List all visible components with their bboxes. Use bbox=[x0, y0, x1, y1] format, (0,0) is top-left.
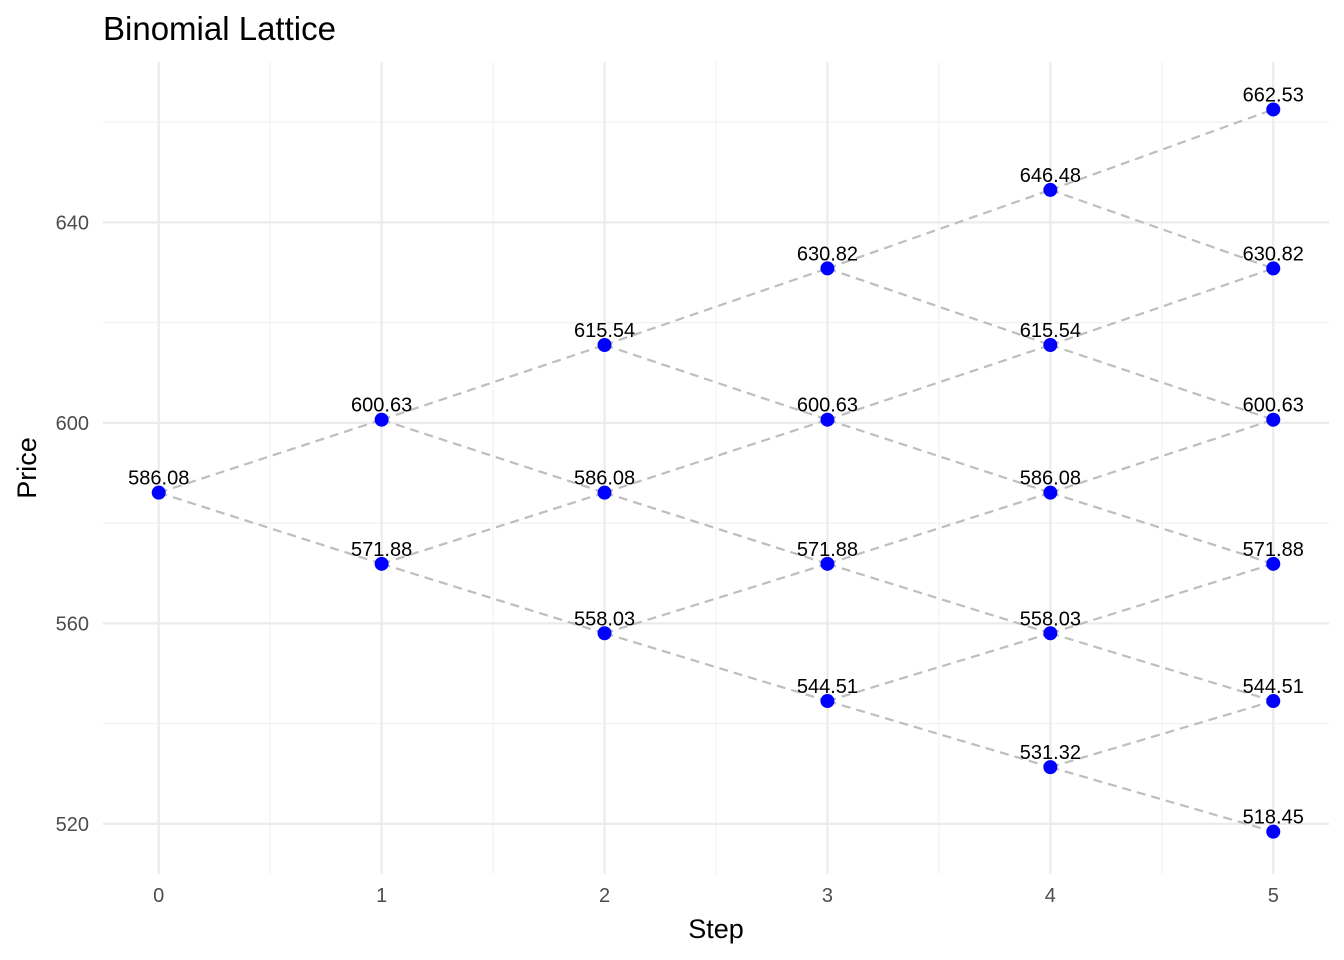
lattice-edge bbox=[827, 562, 1051, 635]
lattice-node-point bbox=[1266, 412, 1281, 427]
lattice-edge bbox=[1050, 491, 1274, 565]
lattice-edge bbox=[158, 418, 382, 494]
node-value-label: 600.63 bbox=[1243, 395, 1304, 417]
lattice-edge bbox=[1050, 418, 1274, 494]
lattice-node-point bbox=[597, 337, 612, 352]
node-value-label: 630.82 bbox=[1243, 243, 1304, 265]
grid bbox=[103, 62, 1329, 874]
node-value-label: 531.32 bbox=[1020, 742, 1081, 764]
lattice-node-point bbox=[820, 694, 835, 709]
lattice-node-point bbox=[1043, 337, 1058, 352]
x-tick-label: 0 bbox=[153, 885, 164, 907]
node-value-label: 630.82 bbox=[797, 243, 858, 265]
lattice-edge bbox=[1050, 766, 1274, 833]
lattice-node-point bbox=[374, 412, 389, 427]
lattice-edge bbox=[381, 343, 605, 421]
lattice-edge bbox=[1050, 562, 1274, 635]
lattice-edge bbox=[1050, 632, 1274, 703]
lattice-node-point bbox=[1266, 261, 1281, 276]
node-value-label: 662.53 bbox=[1243, 84, 1304, 106]
chart-title: Binomial Lattice bbox=[103, 10, 336, 47]
node-value-label: 518.45 bbox=[1243, 807, 1304, 829]
lattice-node-point bbox=[1266, 102, 1281, 117]
lattice-edge bbox=[827, 418, 1051, 494]
lattice-edge bbox=[827, 188, 1051, 270]
y-tick-label: 640 bbox=[56, 212, 89, 234]
lattice-edge bbox=[1049, 188, 1274, 270]
lattice-node-point bbox=[1266, 694, 1281, 709]
lattice-node-point bbox=[151, 485, 166, 500]
lattice-edge bbox=[1050, 267, 1274, 347]
lattice-edge bbox=[1050, 343, 1274, 421]
x-axis-ticks: 0 1 2 3 4 5 bbox=[153, 885, 1279, 907]
data-labels: 586.08 600.63 571.88 615.54 586.08 558.03 630.… bbox=[128, 84, 1304, 828]
lattice-edge bbox=[158, 491, 382, 565]
x-tick-label: 3 bbox=[822, 885, 833, 907]
y-axis-title: Price bbox=[12, 437, 42, 499]
node-value-label: 571.88 bbox=[797, 539, 858, 561]
lattice-node-point bbox=[820, 412, 835, 427]
y-tick-label: 520 bbox=[56, 814, 89, 836]
node-value-label: 586.08 bbox=[1020, 468, 1081, 490]
y-axis-ticks: 520 560 600 640 bbox=[56, 212, 89, 835]
node-value-label: 615.54 bbox=[574, 320, 635, 342]
x-tick-label: 2 bbox=[599, 885, 610, 907]
node-value-label: 558.03 bbox=[1020, 608, 1081, 630]
lattice-node-point bbox=[1043, 182, 1058, 197]
x-tick-label: 1 bbox=[376, 885, 387, 907]
lattice-edge bbox=[604, 418, 828, 494]
node-value-label: 646.48 bbox=[1020, 165, 1081, 187]
node-value-label: 600.63 bbox=[797, 395, 858, 417]
lattice-edge bbox=[604, 562, 828, 635]
lattice-node-point bbox=[597, 626, 612, 641]
lattice-edge bbox=[381, 562, 605, 635]
node-value-label: 600.63 bbox=[351, 395, 412, 417]
lattice-edge bbox=[827, 343, 1051, 421]
lattice-node-point bbox=[1043, 626, 1058, 641]
lattice-edges bbox=[158, 108, 1274, 833]
lattice-node-point bbox=[1043, 485, 1058, 500]
lattice-edge bbox=[381, 491, 605, 565]
lattice-edge bbox=[1049, 108, 1274, 191]
lattice-node-point bbox=[1043, 760, 1058, 775]
node-value-label: 586.08 bbox=[128, 468, 189, 490]
lattice-node-point bbox=[597, 485, 612, 500]
lattice-edge bbox=[1050, 699, 1274, 769]
y-tick-label: 600 bbox=[56, 413, 89, 435]
lattice-node-point bbox=[820, 261, 835, 276]
x-axis-title: Step bbox=[688, 914, 744, 944]
lattice-points bbox=[151, 102, 1281, 839]
lattice-node-point bbox=[374, 556, 389, 571]
lattice-edge bbox=[604, 267, 828, 347]
lattice-edge bbox=[604, 491, 828, 565]
node-value-label: 571.88 bbox=[1243, 539, 1304, 561]
node-value-label: 586.08 bbox=[574, 468, 635, 490]
lattice-edge bbox=[381, 418, 605, 494]
node-value-label: 544.51 bbox=[797, 676, 858, 698]
lattice-node-point bbox=[1266, 556, 1281, 571]
lattice-node-point bbox=[820, 556, 835, 571]
node-value-label: 571.88 bbox=[351, 539, 412, 561]
lattice-edge bbox=[827, 632, 1051, 703]
lattice-edge bbox=[827, 699, 1051, 769]
lattice-edge bbox=[604, 632, 828, 703]
lattice-node-point bbox=[1266, 824, 1281, 839]
lattice-edge bbox=[827, 267, 1051, 347]
lattice-edge bbox=[604, 343, 828, 421]
x-tick-label: 5 bbox=[1268, 885, 1279, 907]
x-tick-label: 4 bbox=[1045, 885, 1056, 907]
y-tick-label: 560 bbox=[56, 613, 89, 635]
node-value-label: 558.03 bbox=[574, 608, 635, 630]
node-value-label: 544.51 bbox=[1243, 676, 1304, 698]
lattice-edge bbox=[827, 491, 1051, 565]
node-value-label: 615.54 bbox=[1020, 320, 1081, 342]
